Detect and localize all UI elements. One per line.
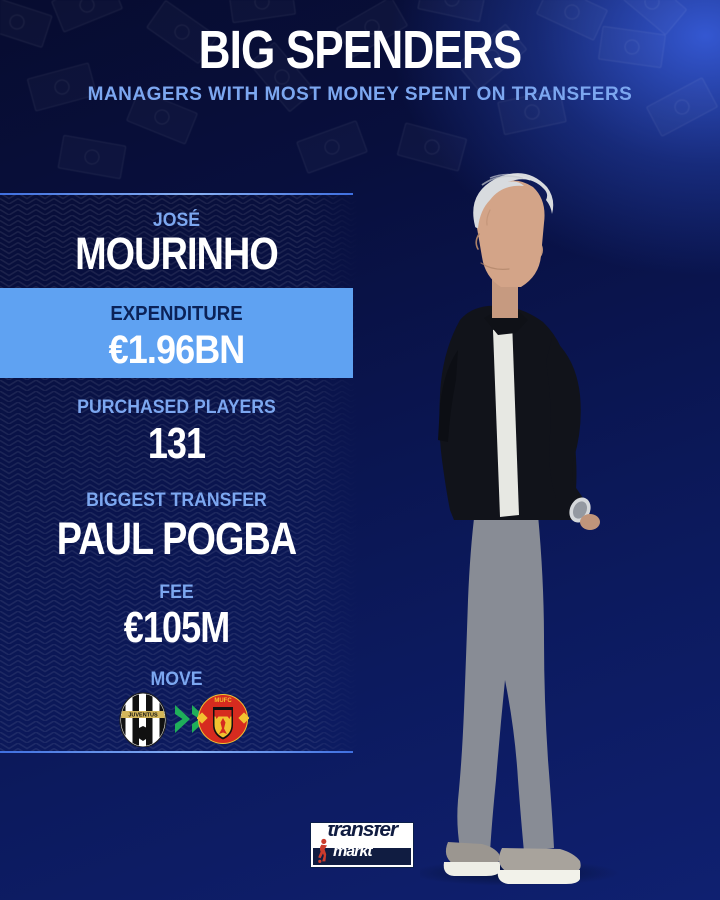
svg-text:MUFC: MUFC — [214, 698, 232, 704]
svg-text:JUVENTUS: JUVENTUS — [128, 713, 158, 719]
